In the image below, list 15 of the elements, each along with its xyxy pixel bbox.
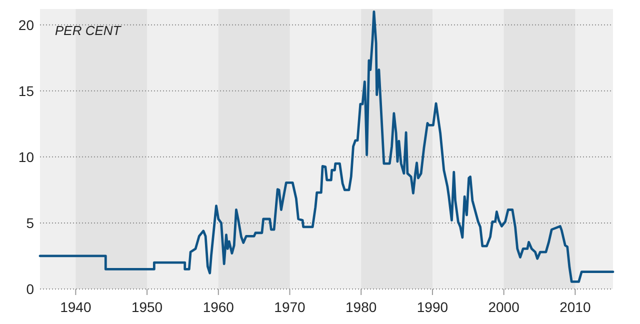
y-tick-label: 20 xyxy=(18,16,34,33)
y-tick-label: 0 xyxy=(26,281,34,297)
x-tick-label: 2010 xyxy=(560,299,591,315)
y-tick-label: 15 xyxy=(18,82,34,99)
y-tick-label: 10 xyxy=(18,148,34,165)
x-tick-label: 1940 xyxy=(60,299,92,315)
x-tick-label: 2000 xyxy=(488,299,520,315)
x-tick-label: 1970 xyxy=(274,299,306,315)
x-tick-label: 1990 xyxy=(416,299,448,315)
line-series xyxy=(38,10,614,283)
x-tick-label: 1980 xyxy=(346,299,377,315)
x-tick-label: 1950 xyxy=(131,299,163,315)
annotation: PER CENT xyxy=(55,23,122,38)
x-tick-label: 1960 xyxy=(202,299,234,315)
y-tick-label: 5 xyxy=(26,214,34,231)
